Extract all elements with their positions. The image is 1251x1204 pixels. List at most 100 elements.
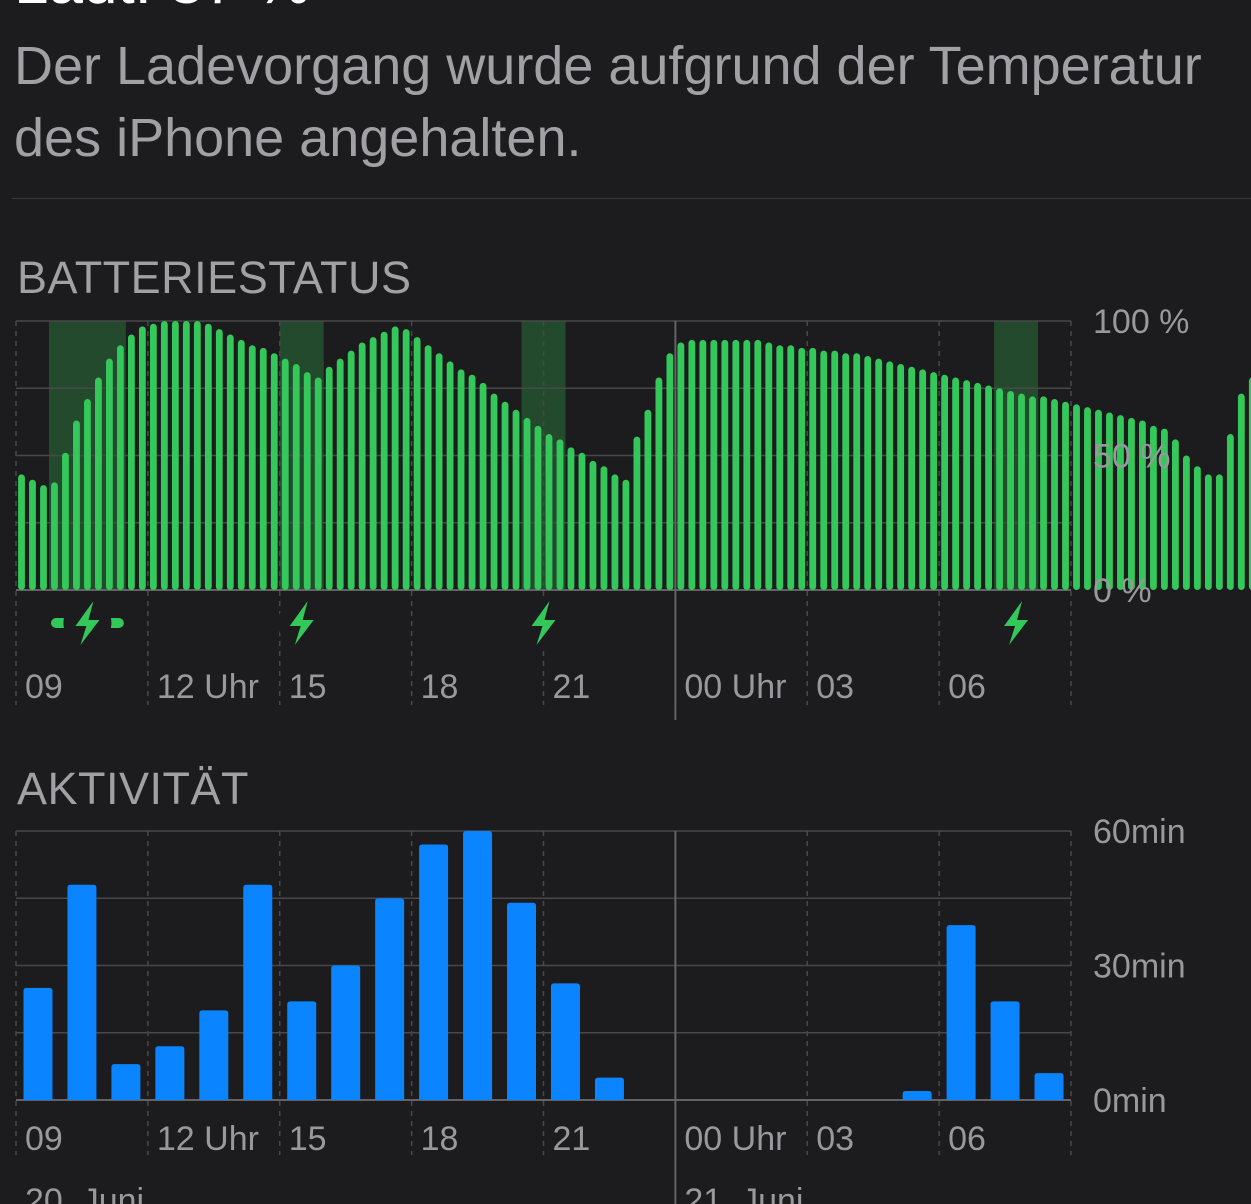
battery-bar — [1051, 399, 1058, 590]
battery-bar — [1106, 412, 1113, 590]
battery-bar — [270, 353, 278, 590]
battery-bar — [578, 452, 586, 590]
charging-bolt-icon — [531, 601, 556, 645]
battery-bar — [336, 358, 344, 590]
activity-bar — [375, 898, 405, 1100]
battery-bar — [1007, 390, 1014, 590]
battery-bar — [974, 382, 981, 590]
battery-bar — [567, 447, 575, 590]
activity-x-tick-label: 09 — [25, 1120, 63, 1158]
battery-bar — [292, 364, 300, 590]
activity-bar — [902, 1091, 932, 1100]
battery-bar — [699, 339, 707, 590]
battery-bar — [501, 401, 509, 590]
battery-bar — [534, 425, 542, 590]
activity-y-tick-label: 60min — [1093, 813, 1186, 851]
battery-bar — [919, 369, 927, 590]
battery-bar — [952, 377, 960, 590]
battery-bar — [424, 345, 432, 590]
battery-bar — [677, 342, 685, 590]
battery-bar — [622, 479, 630, 590]
battery-bar — [204, 323, 212, 590]
activity-bar — [463, 831, 493, 1100]
section-divider — [12, 198, 1251, 199]
battery-bar — [215, 329, 223, 590]
battery-bar — [710, 339, 718, 590]
battery-bar — [1226, 433, 1234, 590]
battery-bar — [259, 347, 267, 590]
activity-y-tick-label: 0min — [1093, 1082, 1167, 1120]
battery-bar — [138, 326, 146, 590]
battery-bar — [985, 385, 992, 590]
battery-bar — [589, 460, 597, 590]
activity-x-tick-label: 21 — [553, 1120, 591, 1158]
activity-x-tick-label: 03 — [816, 1120, 854, 1158]
battery-bar — [798, 347, 806, 590]
battery-bar — [248, 345, 256, 590]
battery-bar — [732, 339, 740, 590]
battery-bar — [523, 417, 531, 590]
battery-bar — [413, 337, 421, 590]
battery-bar — [314, 377, 322, 590]
battery-bar — [1117, 415, 1124, 590]
battery-bar — [1161, 428, 1168, 590]
activity-y-tick-label: 30min — [1093, 948, 1186, 986]
battery-bar — [754, 339, 762, 590]
battery-bar — [611, 474, 619, 590]
battery-bar — [18, 474, 25, 590]
battery-bar — [864, 355, 872, 590]
battery-bar — [1095, 409, 1102, 590]
battery-bar — [29, 479, 36, 590]
battery-bar — [1215, 474, 1223, 590]
battery-bar — [84, 399, 91, 590]
battery-bar — [369, 337, 377, 590]
battery-bar — [62, 452, 69, 590]
activity-bar — [199, 1010, 229, 1100]
battery-x-tick-label: 18 — [421, 668, 459, 706]
activity-heading: AKTIVITÄT — [17, 763, 250, 814]
charging-bolt-icon — [289, 601, 314, 645]
battery-bar — [1062, 401, 1069, 590]
battery-bar — [1150, 425, 1157, 590]
battery-bar — [127, 334, 135, 590]
battery-bar — [182, 321, 190, 590]
battery-bar — [446, 361, 454, 590]
battery-bar — [325, 366, 333, 590]
battery-bar — [490, 393, 498, 590]
activity-bar — [111, 1064, 141, 1100]
activity-bar — [946, 925, 976, 1100]
battery-bar — [776, 345, 784, 590]
battery-bar — [1237, 393, 1245, 590]
battery-bar — [875, 358, 883, 590]
battery-bar — [545, 433, 553, 590]
battery-x-tick-label: 09 — [25, 668, 63, 706]
battery-bar — [897, 364, 905, 590]
battery-bar — [666, 353, 674, 590]
battery-bar — [1084, 407, 1091, 590]
battery-bar — [116, 345, 124, 590]
activity-x-tick-label: 12 Uhr — [157, 1120, 259, 1158]
activity-x-tick-label: 06 — [948, 1120, 986, 1158]
battery-bar — [842, 353, 850, 590]
battery-level-chart[interactable]: 100 % 50 % 0 % 09 12 Uhr 15 18 21 00 Uhr 03 06 — [0, 0, 1251, 720]
battery-bar — [886, 361, 894, 590]
battery-bar — [457, 369, 465, 590]
battery-y-tick-label: 100 % — [1093, 303, 1189, 341]
battery-bar — [73, 420, 80, 590]
battery-bar — [281, 358, 289, 590]
battery-bar — [479, 382, 487, 590]
battery-bar — [106, 358, 113, 590]
battery-bar — [1029, 396, 1036, 590]
battery-bar — [358, 342, 366, 590]
battery-bar — [1128, 417, 1135, 590]
battery-bar — [226, 334, 234, 590]
battery-bar — [149, 323, 157, 590]
charging-paused-message: Der Ladevorgang wurde aufgrund der Tempe… — [14, 36, 1202, 168]
battery-status-heading: BATTERIESTATUS — [17, 252, 412, 303]
battery-bar — [809, 347, 817, 590]
battery-bar — [40, 485, 47, 590]
battery-bar — [468, 374, 476, 590]
battery-bar — [787, 345, 795, 590]
battery-bar — [193, 321, 201, 590]
